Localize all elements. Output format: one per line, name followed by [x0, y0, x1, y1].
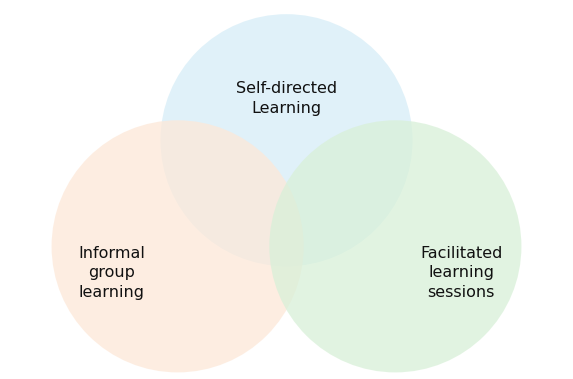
Ellipse shape	[269, 120, 521, 373]
Ellipse shape	[160, 14, 413, 266]
Text: Facilitated
learning
sessions: Facilitated learning sessions	[420, 246, 503, 300]
Text: Informal
group
learning: Informal group learning	[79, 246, 145, 300]
Text: Self-directed
Learning: Self-directed Learning	[236, 81, 337, 116]
Ellipse shape	[52, 120, 304, 373]
